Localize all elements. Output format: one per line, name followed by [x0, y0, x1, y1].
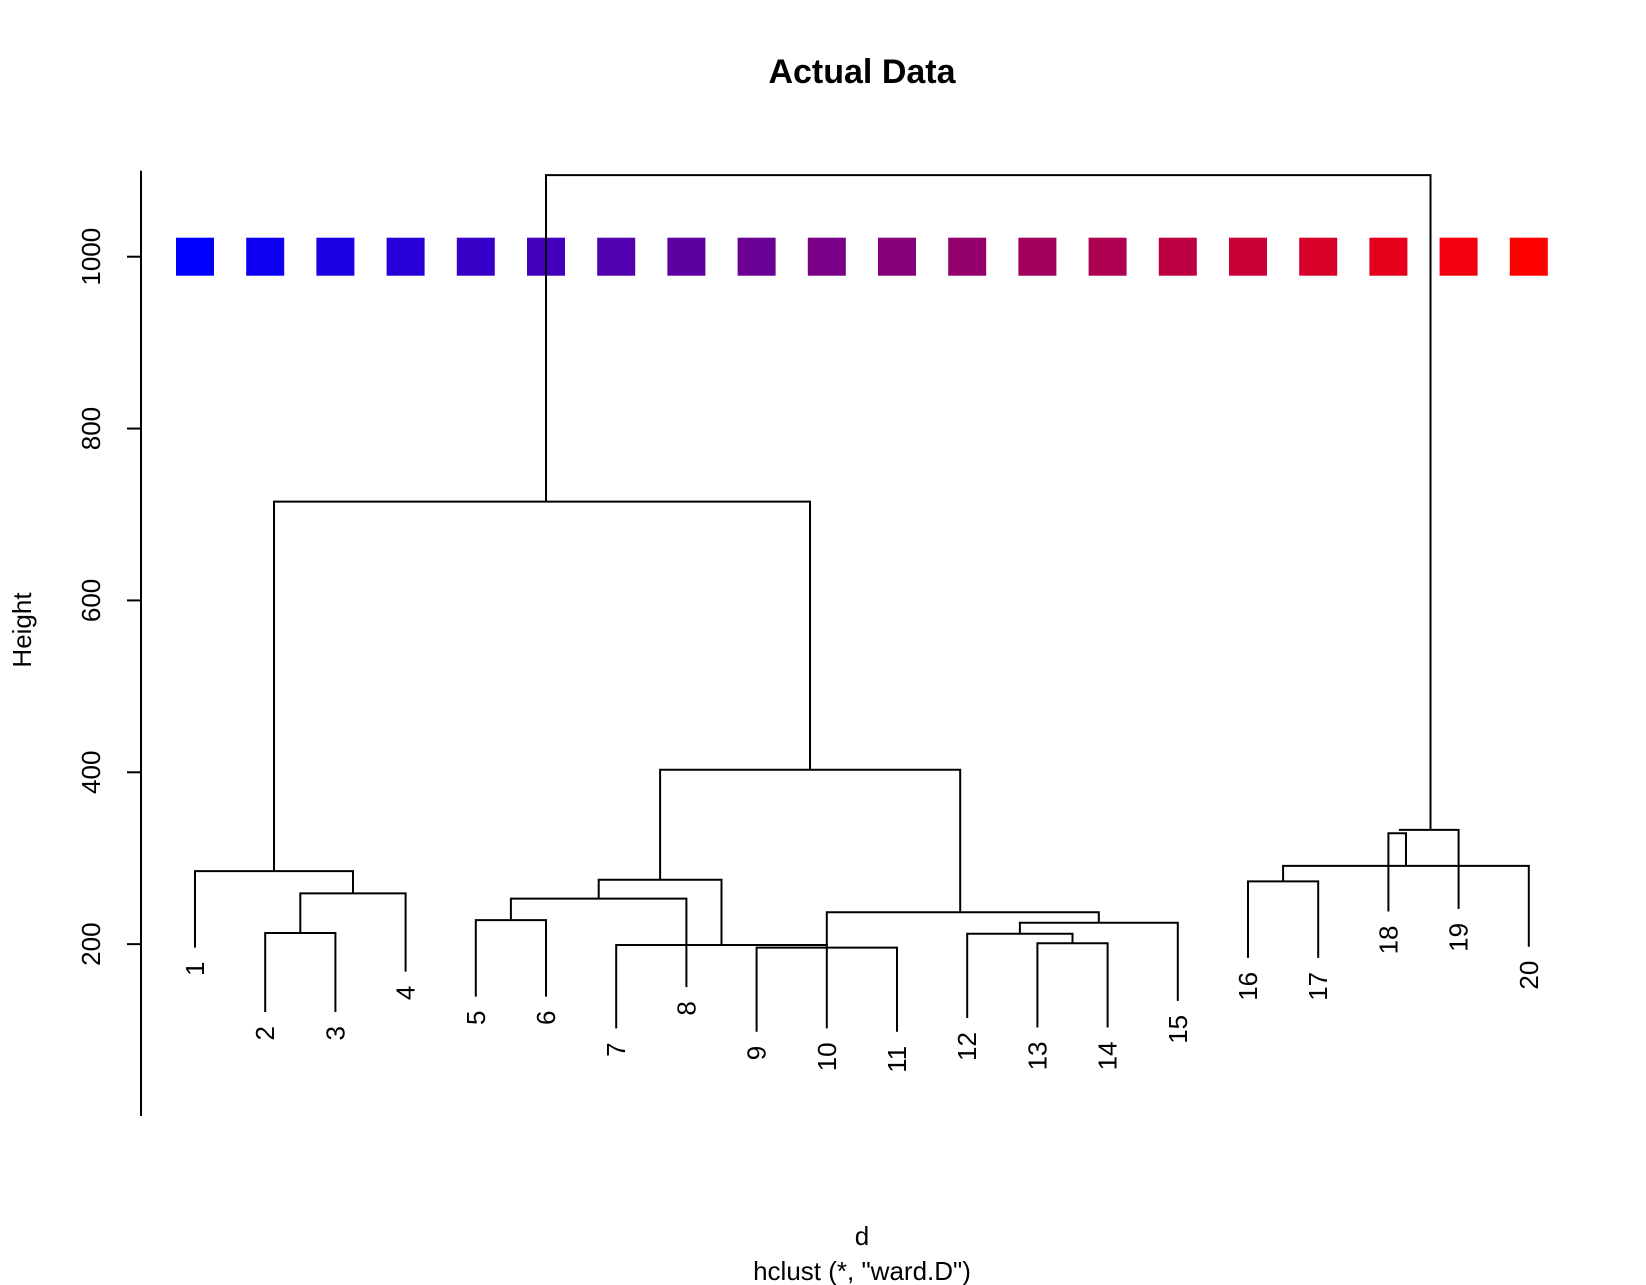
- leaf-label: 4: [391, 986, 421, 1000]
- color-square: [1088, 237, 1127, 276]
- dendrogram-branch: [1036, 942, 1109, 1028]
- leaf-label: 11: [882, 1046, 912, 1073]
- y-axis: 200 400 600 800 1000: [76, 170, 142, 1116]
- color-square: [1158, 237, 1197, 276]
- dendrogram-branch: [474, 919, 547, 997]
- y-axis-label: Height: [7, 592, 37, 668]
- color-square: [1229, 237, 1267, 276]
- dendrogram-branch: [1282, 864, 1530, 947]
- color-square: [737, 237, 776, 276]
- dendrogram-tree: [194, 174, 1530, 1032]
- y-tick-label: 200: [76, 922, 106, 965]
- y-tick-label: 800: [76, 407, 106, 450]
- color-square: [1369, 237, 1408, 276]
- color-square: [667, 237, 706, 276]
- y-tick-label: 600: [76, 579, 106, 622]
- dendrogram-branch: [509, 897, 688, 988]
- color-square: [1018, 237, 1057, 276]
- dendrogram-branch: [545, 174, 1432, 830]
- leaf-label: 9: [742, 1046, 772, 1060]
- leaf-label: 17: [1303, 972, 1333, 1001]
- dendrogram-branch: [194, 870, 354, 948]
- color-square: [597, 237, 636, 276]
- color-square: [878, 237, 916, 276]
- dendrogram-branch: [1398, 828, 1460, 909]
- dendrogram-branch: [966, 932, 1074, 1018]
- leaf-label: 2: [250, 1026, 280, 1040]
- y-tick-label: 400: [76, 751, 106, 794]
- leaf-label: 6: [531, 1011, 561, 1025]
- leaf-label: 5: [461, 1011, 491, 1025]
- dendrogram-branch: [597, 878, 723, 945]
- dendrogram-branch: [1387, 832, 1407, 912]
- leaf-label: 8: [671, 1001, 701, 1015]
- leaf-label: 13: [1022, 1041, 1052, 1070]
- leaf-label: 14: [1093, 1041, 1123, 1070]
- leaf-label: 20: [1514, 961, 1544, 990]
- chart-title: Actual Data: [768, 53, 956, 91]
- dendrogram-branch: [825, 911, 1100, 945]
- leaf-label: 1: [180, 962, 210, 976]
- leaf-label: 18: [1373, 925, 1403, 954]
- leaf-label: 7: [601, 1042, 631, 1056]
- method-subtitle: hclust (*, "ward.D"): [753, 1256, 971, 1285]
- dendrogram-branch: [659, 768, 962, 913]
- y-tick-label: 1000: [76, 228, 106, 286]
- dendrogram-branch: [615, 944, 828, 1029]
- color-square: [1509, 237, 1548, 276]
- color-square: [1439, 237, 1478, 276]
- leaf-label: 12: [952, 1032, 982, 1061]
- dendrogram-branch: [273, 500, 811, 872]
- color-square: [386, 237, 425, 276]
- color-square: [456, 237, 495, 276]
- color-square: [807, 237, 846, 276]
- leaf-label: 19: [1444, 923, 1474, 952]
- dendrogram-branch: [264, 932, 337, 1012]
- color-squares: [176, 237, 1548, 276]
- color-square: [1299, 237, 1338, 276]
- color-square: [246, 237, 285, 276]
- leaf-label: 10: [812, 1042, 842, 1071]
- leaf-label: 3: [320, 1026, 350, 1040]
- leaf-label: 16: [1233, 972, 1263, 1001]
- color-square: [316, 237, 355, 276]
- dendrogram-branch: [1247, 880, 1320, 958]
- color-square: [176, 237, 214, 276]
- leaf-label: 15: [1163, 1015, 1193, 1044]
- color-square: [948, 237, 987, 276]
- x-axis-label: d: [855, 1221, 869, 1251]
